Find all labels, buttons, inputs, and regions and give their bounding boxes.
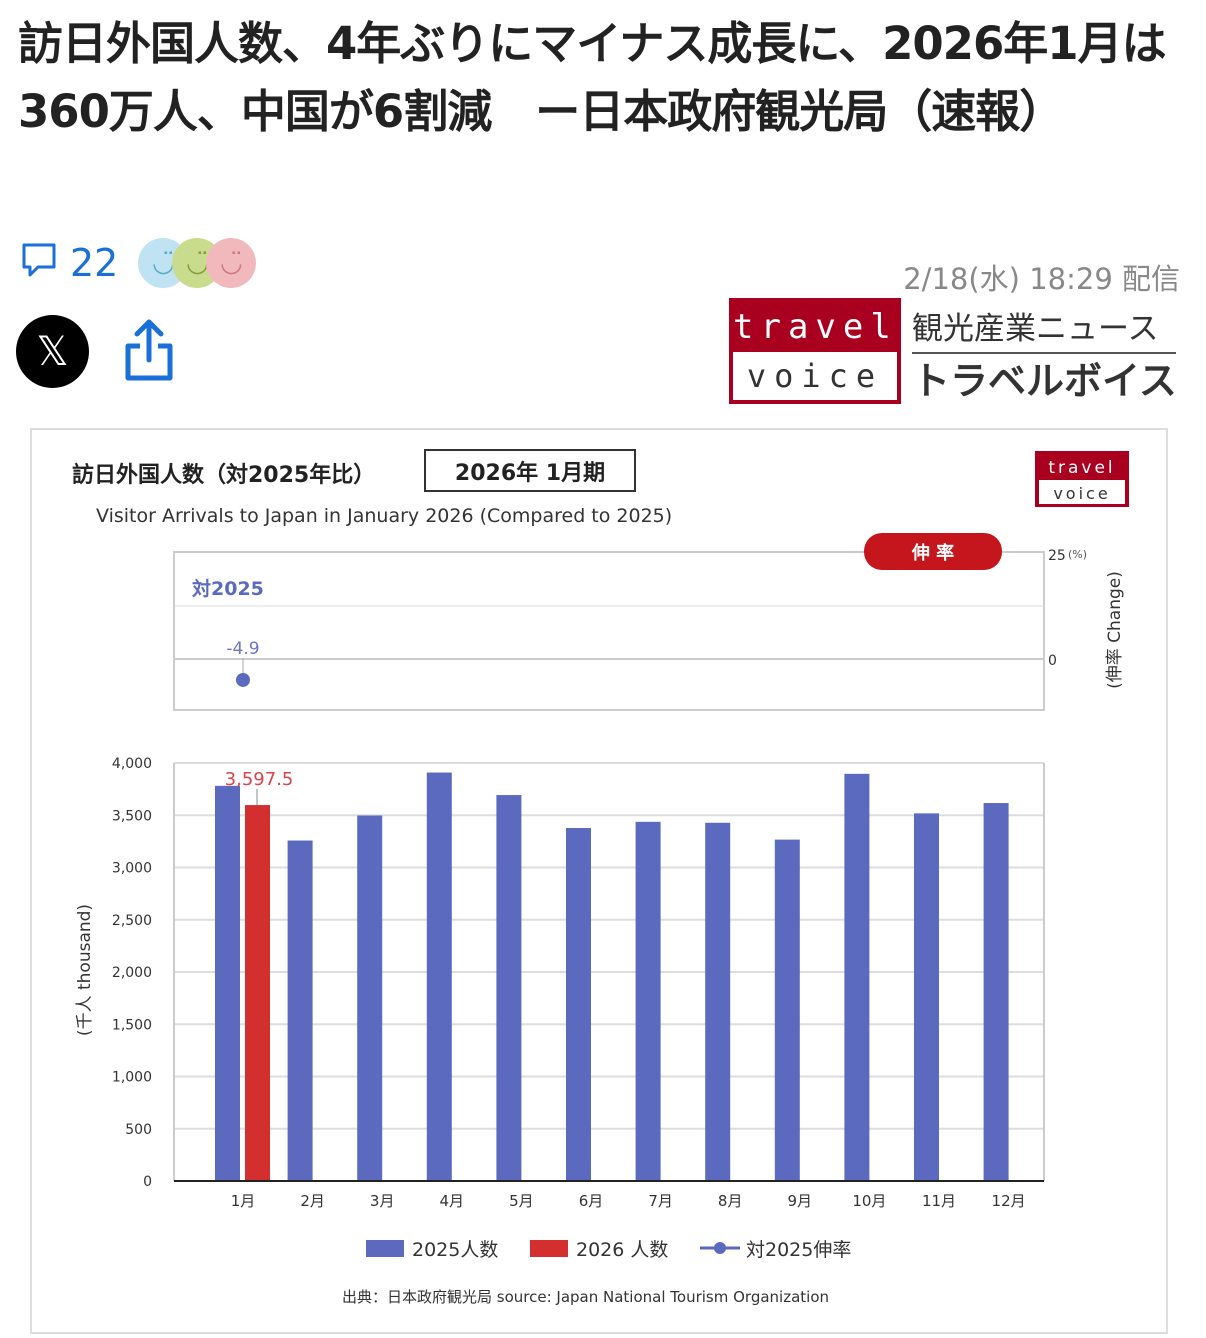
bar-2025 [705,822,731,1181]
x-tick-label: 11月 [922,1192,956,1210]
publisher-tagline: 観光産業ニュース [912,303,1176,354]
period-box [424,449,636,492]
x-tick-label: 8月 [718,1192,743,1210]
y-axis-label: (千人 thousand) [75,904,95,1036]
publisher-name[interactable]: トラベルボイス [912,359,1177,403]
chart-logo-inner [1039,480,1125,504]
legend-swatch-2026 [530,1240,568,1257]
legend-rate-marker [714,1242,726,1254]
chart-title-en: Visitor Arrivals to Japan in January 202… [96,505,672,527]
rate-data-label: -4.9 [226,639,259,659]
x-tick-label: 12月 [992,1192,1026,1210]
visitor-chart: 訪日外国人数（対2025年比） 2026年 1月期 Visitor Arriva… [30,428,1168,1334]
bar-2025 [774,839,800,1181]
rate-unit: (%) [1068,548,1087,561]
rate-badge-text: 伸 率 [911,542,954,564]
rate-tick-0: 0 [1048,653,1057,669]
bar-2025 [983,803,1009,1181]
y-tick-label: 500 [125,1122,152,1138]
publish-date: 2/18(水) 18:29 配信 [903,262,1180,296]
bar-2025 [357,815,383,1181]
chart-logo-travel: travel [1048,458,1115,478]
period-label: 2026年 1月期 [455,460,605,486]
x-tick-label: 7月 [648,1192,673,1210]
legend-2025: 2025人数 [412,1239,498,1261]
comment-count[interactable]: 22 [70,241,119,285]
y-tick-label: 1,500 [112,1017,152,1033]
x-tick-label: 1月 [231,1192,256,1210]
comment-icon[interactable] [20,241,58,285]
logo-voice: voice [733,352,897,400]
x-tick-label: 6月 [579,1192,604,1210]
rate-tick-25: 25 [1048,548,1066,564]
rate-point [236,672,250,687]
legend-2026: 2026 人数 [576,1239,668,1261]
y-tick-label: 4,000 [112,756,152,772]
bar-2025 [496,795,522,1181]
rate-series-label: 対2025 [191,577,264,600]
publisher-logo[interactable]: travel voice [729,298,901,404]
x-tick-label: 9月 [788,1192,813,1210]
y-tick-label: 2,500 [112,913,152,929]
rate-panel [173,551,1045,711]
bar-2026 [245,805,270,1181]
chart-source: 出典：日本政府観光局 source: Japan National Touris… [342,1288,829,1306]
reaction-faces[interactable]: ◡̈ ◡̈ ◡̈ [138,238,257,288]
x-tick-label: 2月 [300,1192,325,1210]
bar-2025 [844,773,870,1181]
x-tick-label: 10月 [852,1192,886,1210]
rate-badge [864,533,1002,570]
bar-2025 [287,840,313,1181]
y-tick-label: 1,000 [112,1070,152,1086]
rate-ylabel: (伸率 Change) [1105,571,1125,689]
bar-2025 [566,828,591,1181]
bar-2025 [635,821,661,1181]
logo-travel: travel [733,307,898,347]
x-logo-icon: 𝕏 [36,328,69,375]
bar-2025 [215,785,240,1181]
bar-data-label: 3,597.5 [225,769,294,790]
x-tick-label: 5月 [509,1192,534,1210]
chart-svg: 訪日外国人数（対2025年比） 2026年 1月期 Visitor Arriva… [72,449,1129,1306]
chart-logo-voice: voice [1053,484,1110,503]
legend-rate: 対2025伸率 [746,1239,851,1261]
x-tick-label: 4月 [440,1192,465,1210]
article-meta: 22 ◡̈ ◡̈ ◡̈ [20,238,257,288]
chart-title-ja: 訪日外国人数（対2025年比） [72,462,375,488]
share-icon [125,319,173,381]
sad-face-icon: ◡̈ [206,238,257,288]
y-tick-label: 0 [143,1174,152,1190]
legend-swatch-2025 [366,1240,404,1257]
x-tick-label: 3月 [370,1192,395,1210]
article-headline: 訪日外国人数、4年ぶりにマイナス成長に、2026年1月は360万人、中国が6割減… [18,17,1167,138]
bar-2025 [426,772,452,1181]
y-tick-label: 3,000 [112,861,152,877]
bar-2025 [914,813,939,1181]
share-button[interactable] [122,318,176,388]
y-tick-label: 3,500 [112,808,152,824]
y-tick-label: 2,000 [112,965,152,981]
x-share-button[interactable]: 𝕏 [16,315,89,388]
